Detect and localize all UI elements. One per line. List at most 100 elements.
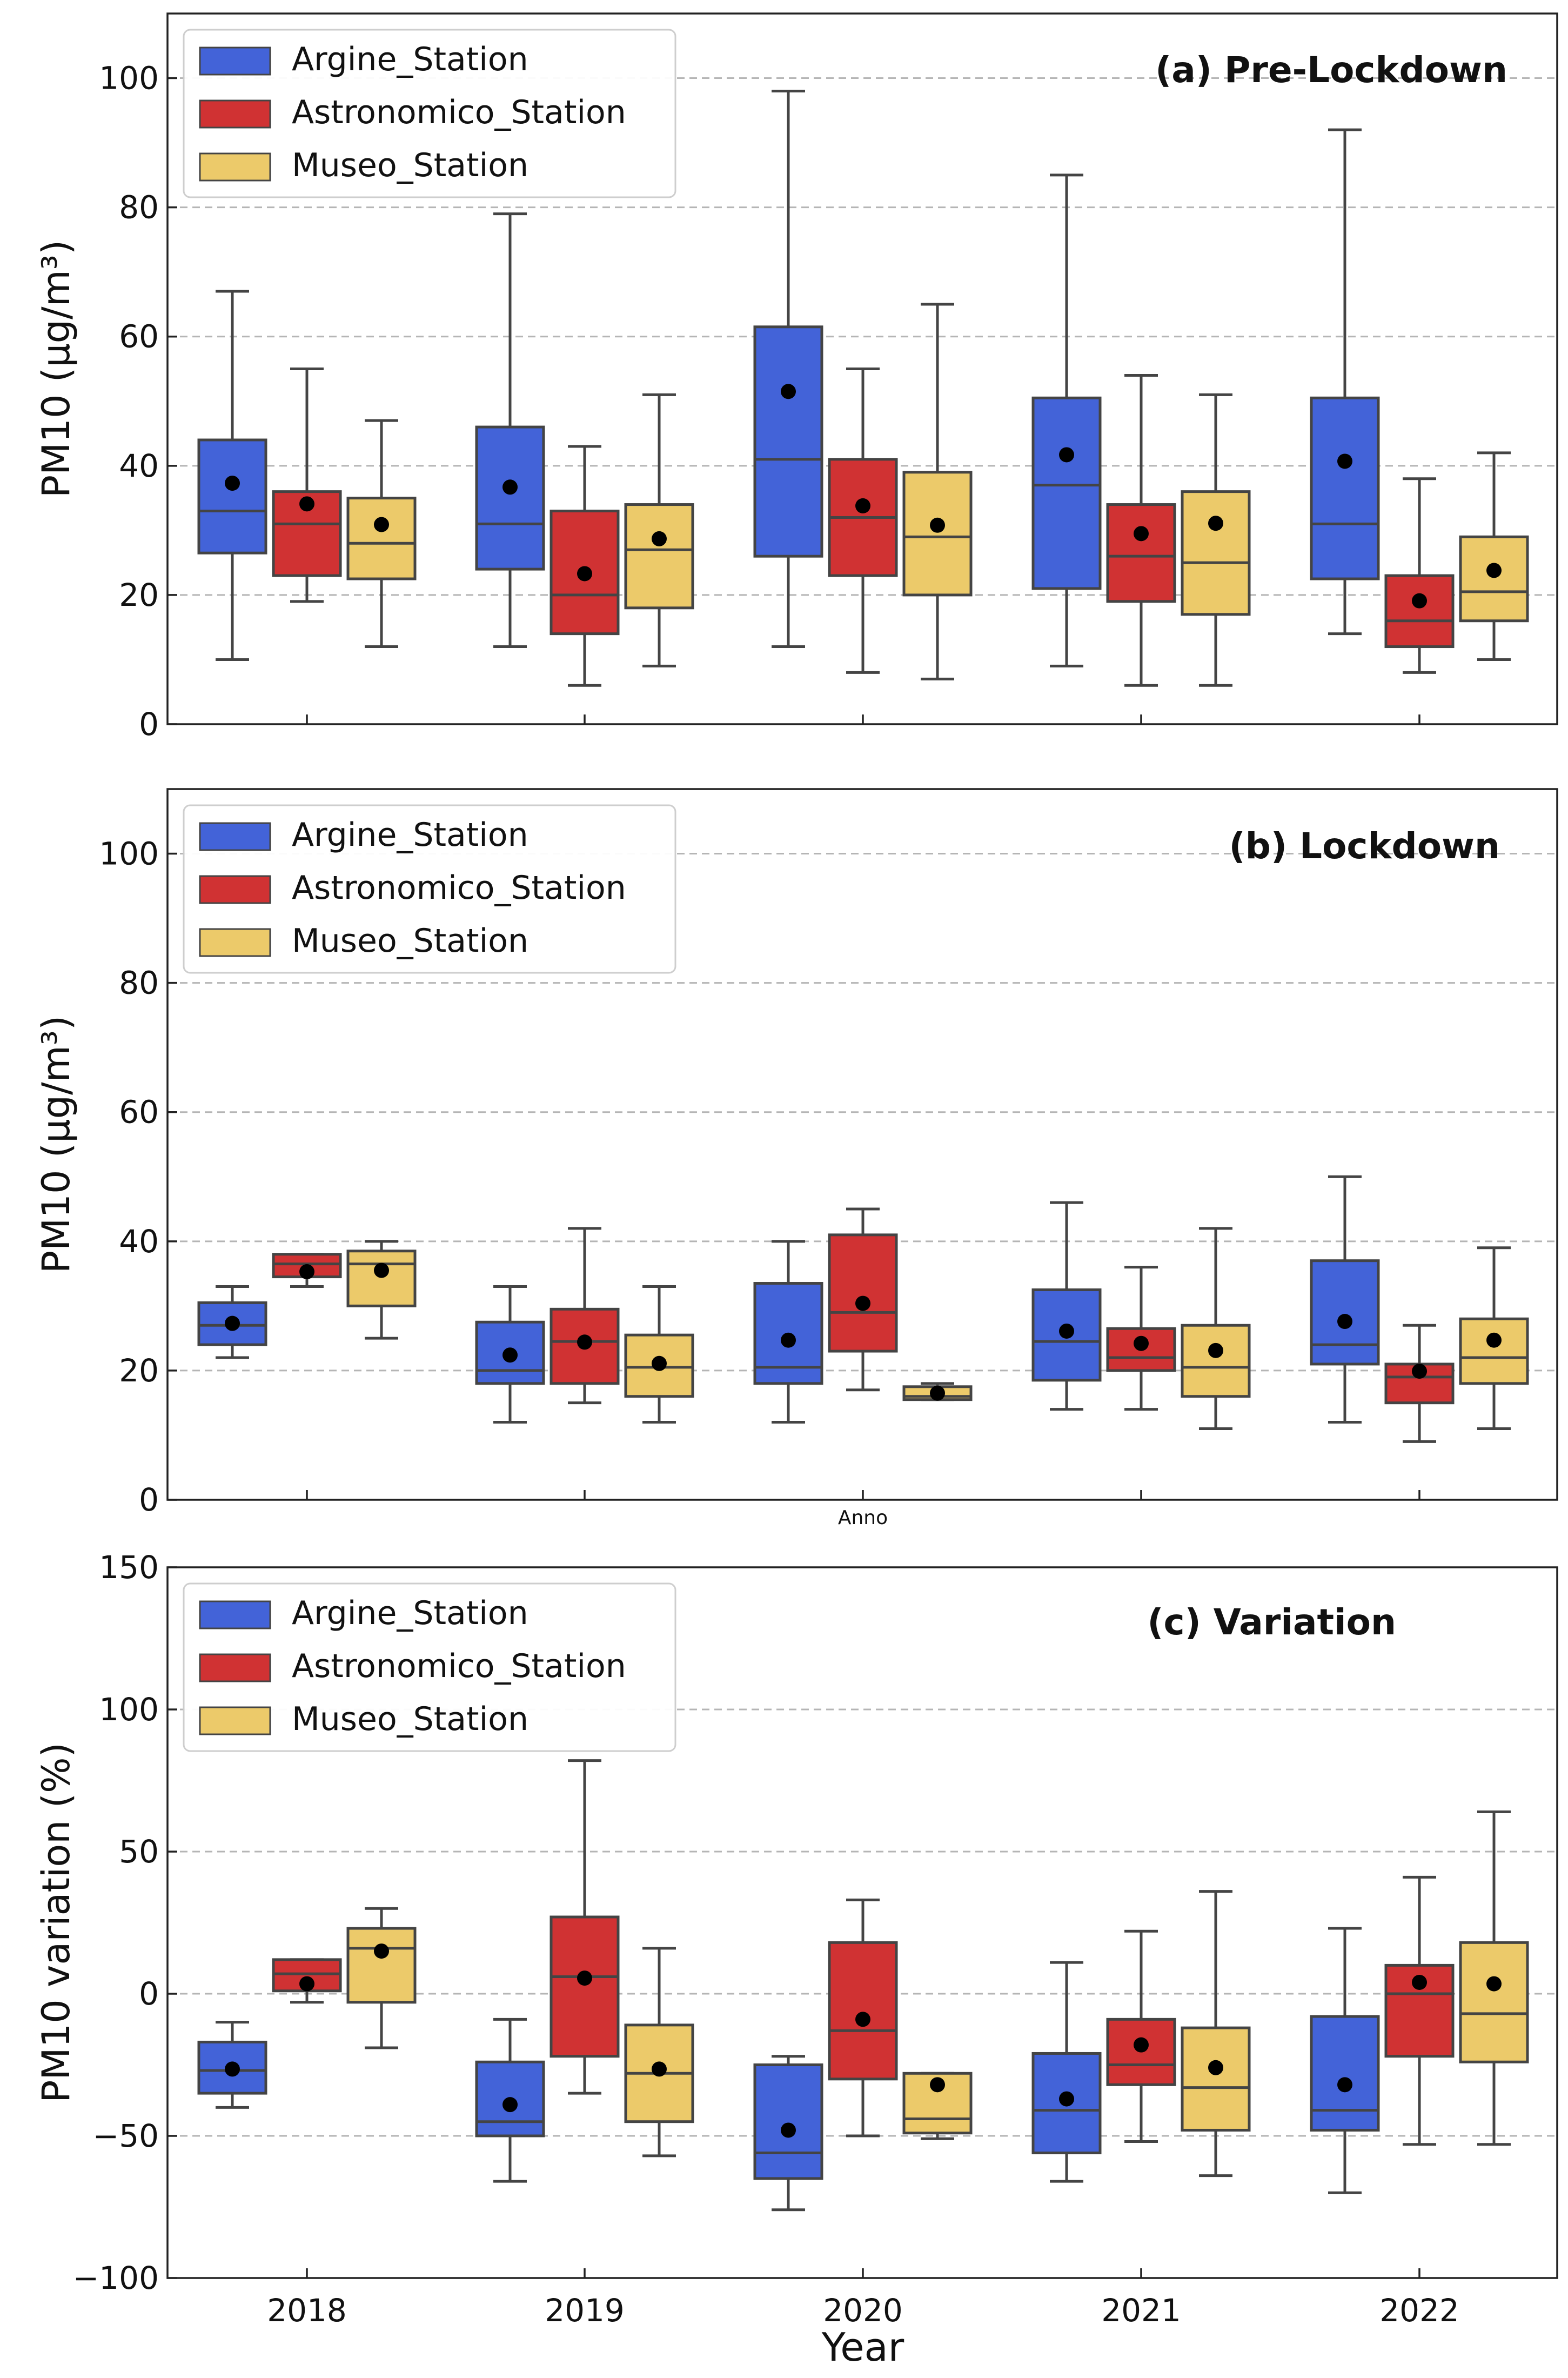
mean-marker [1208,516,1223,531]
mean-marker [502,1347,518,1363]
box-iqr [1310,396,1380,580]
box-iqr [828,1233,898,1353]
box-Museo_Station-2018 [346,1240,417,1340]
box-Argine_Station-2020 [753,89,823,649]
legend-label-Argine_Station: Argine_Station [292,41,528,78]
box-Astronomico_Station-2020 [828,368,898,674]
mean-marker [1337,2077,1352,2093]
box-Museo_Station-2018 [346,419,417,649]
box-Astronomico_Station-2022 [1384,1875,1455,2146]
mean-marker [1486,1332,1502,1348]
mean-marker [1412,593,1427,609]
box-Museo_Station-2021 [1181,393,1251,687]
mean-marker [1059,2091,1074,2107]
box-Museo_Station-2019 [624,1947,694,2157]
box-iqr [1384,574,1455,649]
y-axis-label: PM10 (µg/m³) [34,1016,78,1273]
mean-marker [1486,563,1502,578]
mean-marker [781,2122,796,2138]
box-Museo_Station-2021 [1181,1227,1251,1430]
box-Argine_Station-2019 [475,1285,545,1424]
panel-lockdown: 0 20 40 60 80 100 PM10 (µg/m³) (b) Lockdown Argi… [34,788,1558,1518]
box-Argine_Station-2021 [1031,173,1102,667]
y-tick-label: 0 [139,1975,159,2012]
mean-marker [374,517,389,532]
legend-swatch-Astronomico_Station [199,1653,271,1682]
box-iqr [1459,1941,1529,2063]
y-tick-label: 150 [99,1549,159,1586]
mean-marker [1337,1314,1352,1330]
y-tick-label: 40 [119,1223,159,1260]
x-tick-label: 2018 [267,2292,347,2329]
mean-marker [652,1355,667,1371]
legend-swatch-Museo_Station [199,1706,271,1735]
mean-marker [299,1976,314,1992]
box-Museo_Station-2022 [1459,1246,1529,1430]
y-tick-label: 20 [119,577,159,613]
mean-marker [577,1334,592,1350]
box-Museo_Station-2019 [624,1285,694,1424]
y-tick-label: 60 [119,318,159,355]
y-axis-label: PM10 (µg/m³) [34,240,78,498]
box-iqr [1181,490,1251,616]
y-axis-label: PM10 variation (%) [34,1742,78,2103]
box-Museo_Station-2019 [624,393,694,667]
box-iqr [1031,396,1102,590]
panel-title: (c) Variation [1147,1601,1396,1643]
mean-marker [855,2012,870,2027]
mean-marker [1059,447,1074,463]
panel-title: (a) Pre-Lockdown [1155,49,1507,91]
mean-marker [1208,2060,1223,2075]
box-Astronomico_Station-2018 [272,1958,342,2004]
legend-label-Museo_Station: Museo_Station [292,146,528,184]
legend-swatch-Museo_Station [199,928,271,957]
y-tick-label: 80 [119,189,159,226]
mean-marker [1134,1335,1149,1351]
box-iqr [475,425,545,571]
mean-marker [225,476,240,491]
y-tick-label: 100 [99,60,159,97]
box-iqr [1459,535,1529,623]
legend-swatch-Astronomico_Station [199,99,271,129]
legend-label-Astronomico_Station: Astronomico_Station [292,93,626,131]
panel-title: (b) Lockdown [1229,825,1500,867]
box-Astronomico_Station-2021 [1106,373,1176,687]
mean-marker [1134,526,1149,542]
box-Argine_Station-2021 [1031,1201,1102,1411]
x-axis-label: Year [821,2324,904,2370]
legend-swatch-Argine_Station [199,46,271,76]
box-iqr [1181,2026,1251,2132]
box-iqr [272,490,342,577]
y-tick-label: 0 [139,706,159,743]
y-tick-label: 100 [99,1691,159,1728]
mean-marker [930,1385,945,1401]
box-iqr [346,497,417,580]
mean-marker [1337,453,1352,469]
mean-marker [374,1263,389,1278]
x-tick-label: 2019 [545,2292,625,2329]
box-Argine_Station-2021 [1031,1961,1102,2183]
legend-swatch-Astronomico_Station [199,875,271,904]
legend: Argine_Station Astronomico_Station Museo_S… [183,1582,676,1752]
box-iqr [1310,2015,1380,2132]
x-tick-label: 2021 [1101,2292,1181,2329]
mean-marker [1059,1323,1074,1339]
legend-swatch-Argine_Station [199,822,271,851]
mean-marker [1412,1364,1427,1379]
box-iqr [272,1958,342,1993]
box-iqr [1181,1324,1251,1398]
panel-pre-lockdown: 0 20 40 60 80 100 PM10 (µg/m³) (a) Pre-Lockdown… [34,12,1558,743]
mean-marker [502,2097,518,2113]
box-Astronomico_Station-2018 [272,1253,342,1288]
x-tick-label: 2022 [1379,2292,1459,2329]
mean-marker [299,496,314,512]
box-Argine_Station-2019 [475,2018,545,2183]
legend: Argine_Station Astronomico_Station Museo_S… [183,29,676,198]
mean-marker [652,531,667,546]
box-Argine_Station-2020 [753,2055,823,2212]
legend-label-Argine_Station: Argine_Station [292,1594,528,1632]
legend-label-Argine_Station: Argine_Station [292,816,528,854]
box-Argine_Station-2022 [1310,1927,1380,2194]
box-iqr [753,2063,823,2180]
mean-marker [299,1264,314,1280]
